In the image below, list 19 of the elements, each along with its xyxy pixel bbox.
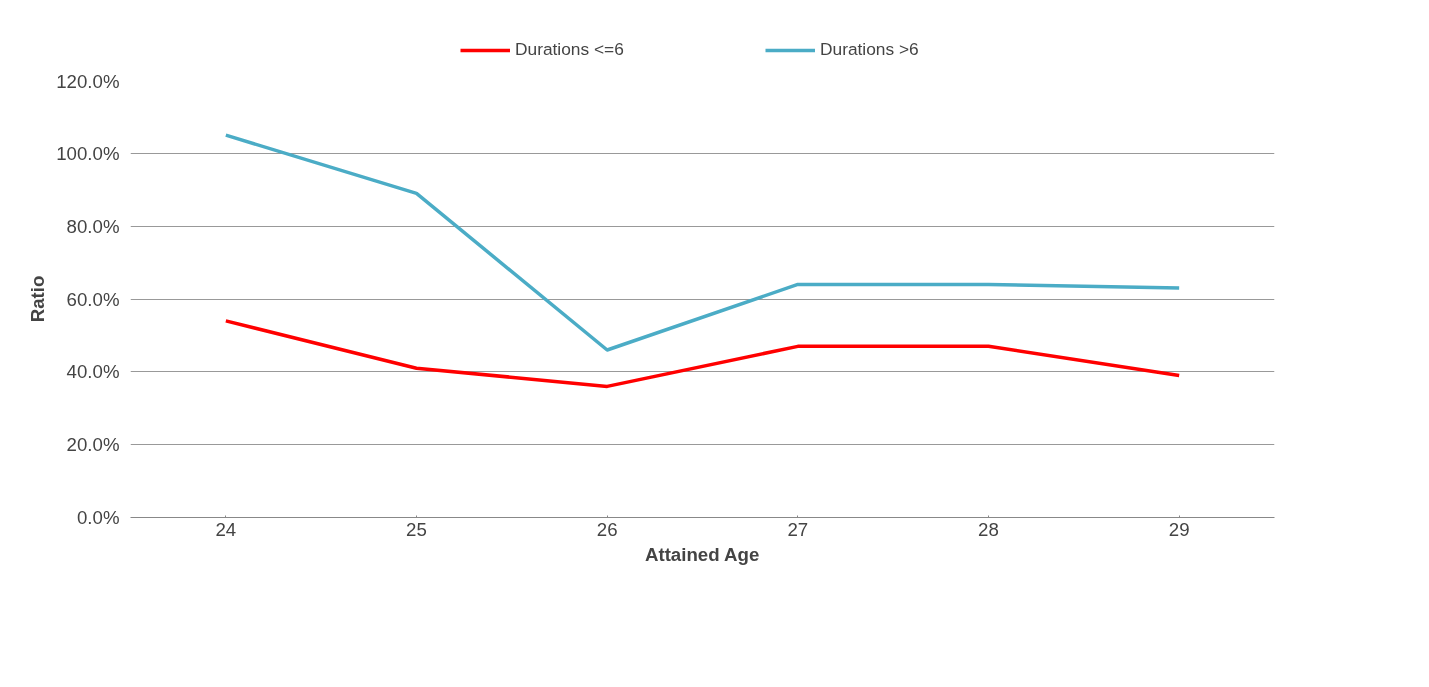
x-tick-label: 24 xyxy=(215,518,237,540)
y-tick-label: 120.0% xyxy=(56,70,120,92)
line-series xyxy=(224,133,1181,352)
x-tick-label: 29 xyxy=(1168,518,1190,540)
x-tick-label: 25 xyxy=(406,518,427,540)
x-tick-label: 28 xyxy=(978,518,999,540)
y-tick-label: 0.0% xyxy=(76,507,120,528)
x-axis-title: Attained Age xyxy=(644,543,760,565)
x-tick-label: 27 xyxy=(787,518,809,540)
line-series xyxy=(224,319,1181,389)
y-tick-label: 40.0% xyxy=(66,361,120,383)
y-tick-label: 20.0% xyxy=(66,434,120,456)
legend-label: Durations >6 xyxy=(820,39,920,60)
y-tick-label: 100.0% xyxy=(56,142,120,164)
y-tick-label: 80.0% xyxy=(66,215,120,237)
y-axis-title: Ratio xyxy=(27,275,49,323)
y-tick-label: 60.0% xyxy=(66,288,120,310)
x-tick-label: 26 xyxy=(596,518,618,540)
legend-label: Durations <=6 xyxy=(515,39,625,60)
